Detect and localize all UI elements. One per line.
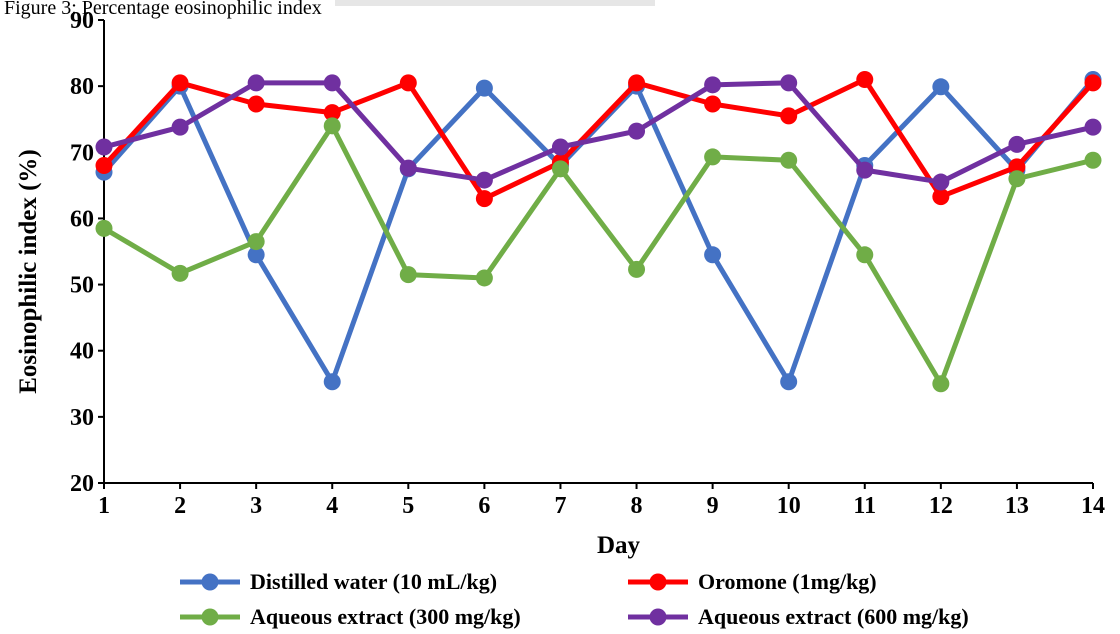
data-point (475, 269, 493, 287)
series-4 (95, 74, 1102, 191)
series-line (102, 123, 1094, 387)
y-tick-label: 60 (70, 206, 94, 232)
data-point (399, 266, 417, 284)
data-point (171, 118, 189, 136)
data-point (932, 188, 950, 206)
data-point (932, 173, 950, 191)
legend-label: Distilled water (10 mL/kg) (250, 569, 497, 594)
data-point (704, 148, 722, 166)
legend-item: Aqueous extract (300 mg/kg) (180, 604, 521, 629)
data-point (171, 74, 189, 92)
data-point (475, 79, 493, 97)
series-line (102, 77, 1095, 202)
x-tick-label: 12 (929, 493, 953, 519)
data-point (323, 104, 341, 122)
data-point (1008, 135, 1026, 153)
y-axis-title: Eosinophilic index (%) (15, 149, 42, 394)
data-point (475, 190, 493, 208)
data-point (171, 264, 189, 282)
data-point (628, 260, 646, 278)
x-tick-label: 5 (402, 493, 414, 519)
data-point (780, 107, 798, 125)
data-point (856, 161, 874, 179)
x-tick-label: 9 (707, 493, 719, 519)
legend-label: Aqueous extract (600 mg/kg) (698, 604, 969, 629)
y-tick-label: 20 (70, 471, 94, 497)
data-point (475, 171, 493, 189)
data-point (856, 246, 874, 264)
x-tick-label: 7 (554, 493, 566, 519)
series-2 (95, 71, 1102, 208)
x-tick-label: 4 (326, 493, 338, 519)
data-point (323, 74, 341, 92)
figure-caption: Figure 3: Percentage eosinophilic index (4, 0, 322, 19)
data-point (399, 159, 417, 177)
y-tick-label: 80 (70, 74, 94, 100)
data-point (704, 95, 722, 113)
legend-marker (201, 573, 219, 591)
data-point (1084, 74, 1102, 92)
x-tick-label: 11 (853, 493, 876, 519)
data-point (1008, 170, 1026, 188)
x-tick-label: 13 (1005, 493, 1029, 519)
data-point (1008, 158, 1026, 176)
data-point (323, 117, 341, 135)
data-point (551, 160, 569, 178)
data-point (1084, 151, 1102, 169)
legend-marker (201, 608, 219, 626)
x-tick-label: 6 (478, 493, 490, 519)
legend-label: Oromone (1mg/kg) (698, 569, 877, 594)
data-point (704, 76, 722, 94)
data-point (780, 373, 798, 391)
series-3 (95, 117, 1102, 393)
data-point (95, 219, 113, 237)
y-tick-label: 30 (70, 405, 94, 431)
x-tick-label: 14 (1081, 493, 1105, 519)
data-point (247, 246, 265, 264)
data-point (704, 246, 722, 264)
x-tick-label: 1 (98, 493, 110, 519)
data-point (247, 95, 265, 113)
data-point (1084, 118, 1102, 136)
data-point (780, 151, 798, 169)
x-axis-title: Day (597, 532, 641, 559)
x-tick-label: 10 (777, 493, 801, 519)
data-point (95, 157, 113, 175)
x-tick-label: 2 (174, 493, 186, 519)
legend-marker (649, 608, 667, 626)
legend-item: Oromone (1mg/kg) (628, 569, 877, 594)
legend-item: Distilled water (10 mL/kg) (180, 569, 497, 594)
watermark (335, 0, 655, 6)
data-point (323, 373, 341, 391)
y-tick-label: 90 (70, 8, 94, 34)
data-point (551, 138, 569, 156)
data-point (856, 71, 874, 89)
data-point (247, 74, 265, 92)
data-point (932, 375, 950, 393)
legend-marker (649, 573, 667, 591)
data-point (628, 74, 646, 92)
data-point (932, 78, 950, 96)
legend-label: Aqueous extract (300 mg/kg) (250, 604, 521, 629)
data-point (95, 138, 113, 156)
data-point (399, 74, 417, 92)
series-line (103, 80, 1094, 185)
y-tick-label: 40 (70, 339, 94, 365)
y-tick-label: 50 (70, 273, 94, 299)
data-point (780, 74, 798, 92)
legend-item: Aqueous extract (600 mg/kg) (628, 604, 969, 629)
y-tick-label: 70 (70, 140, 94, 166)
x-tick-label: 8 (631, 493, 643, 519)
data-point (628, 122, 646, 140)
data-point (247, 233, 265, 251)
x-tick-label: 3 (250, 493, 262, 519)
